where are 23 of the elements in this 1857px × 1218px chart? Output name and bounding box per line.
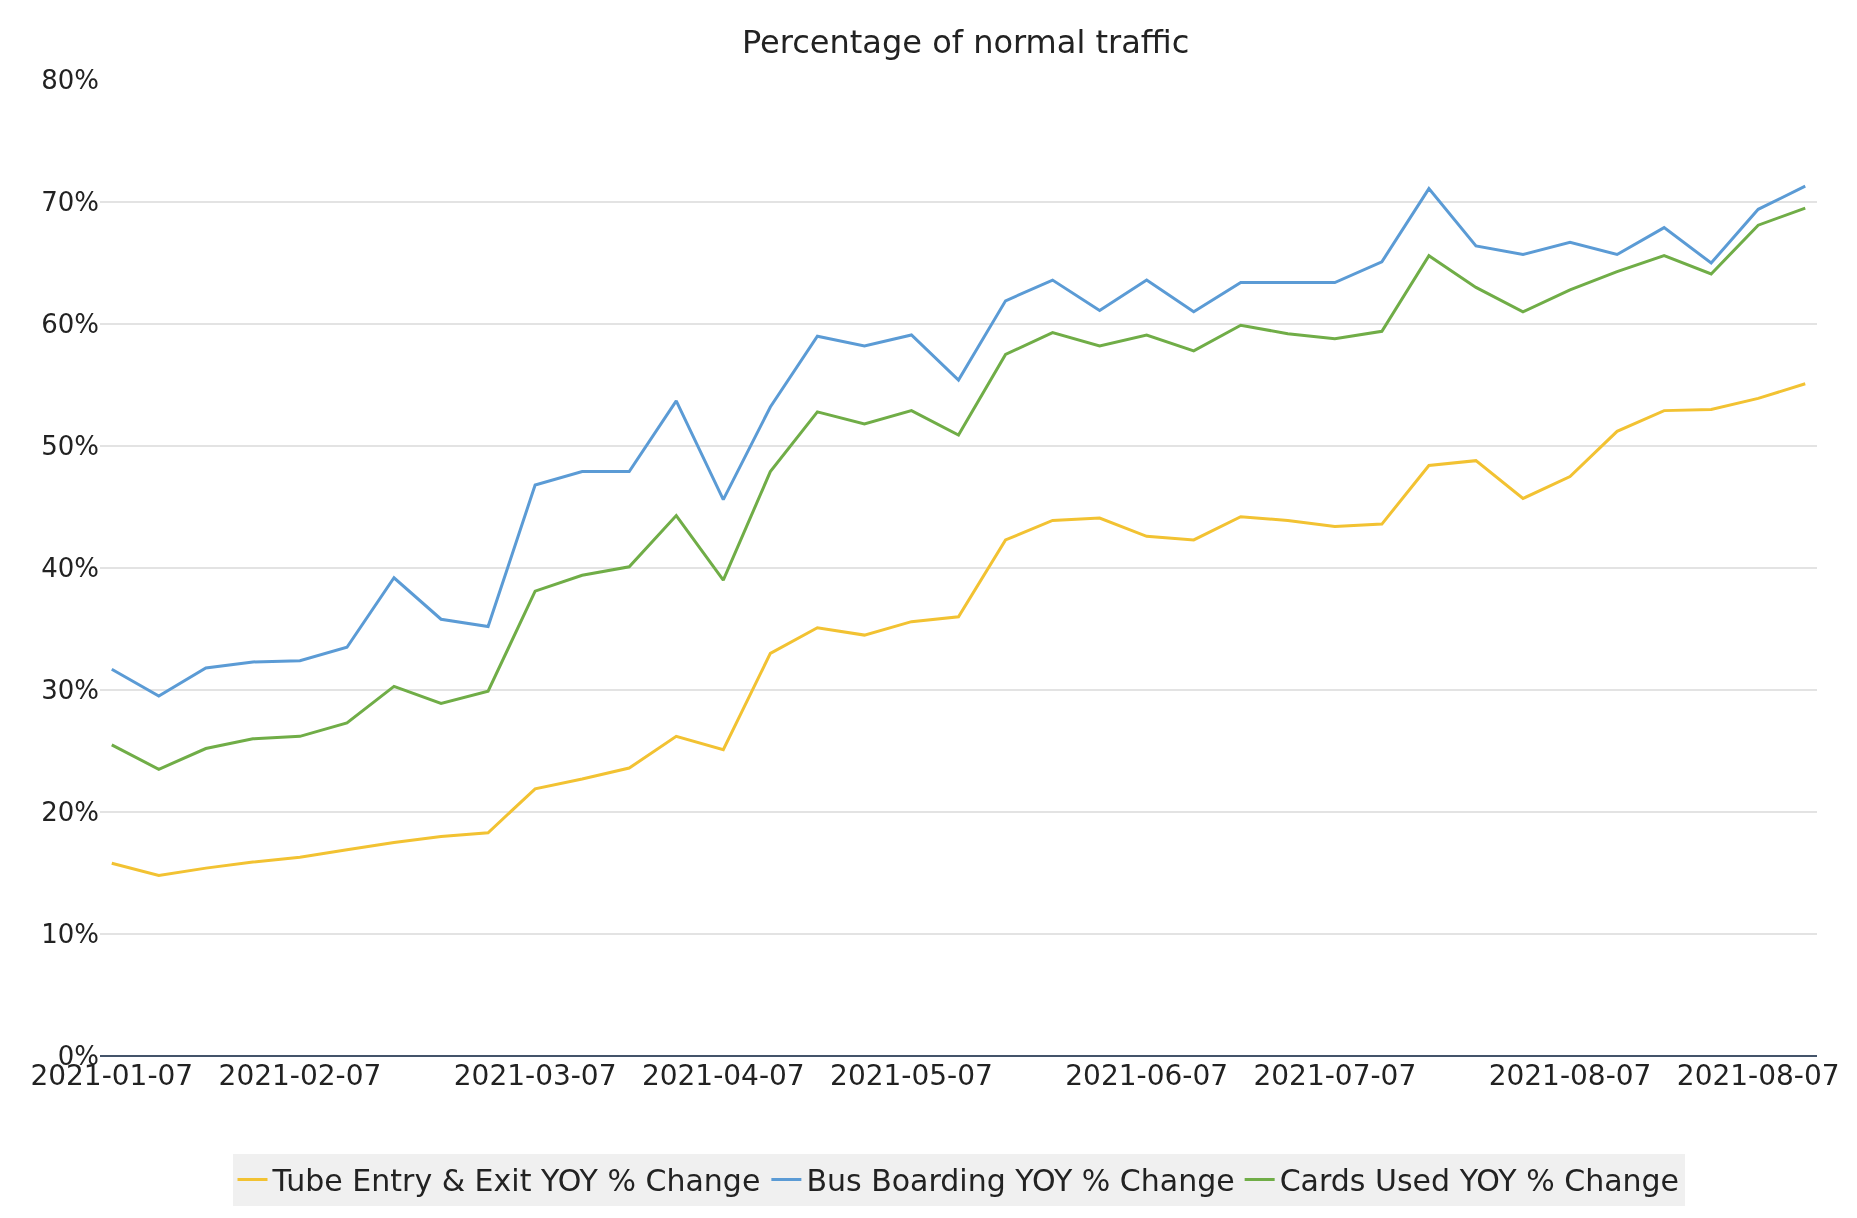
legend-label: Cards Used YOY % Change (1279, 1163, 1680, 1199)
legend-label: Bus Boarding YOY % Change (806, 1163, 1235, 1199)
x-tick-label: 2021-06-07 (1065, 1059, 1229, 1092)
x-tick-label: 2021-05-07 (830, 1059, 993, 1092)
y-tick-label: 40% (41, 553, 99, 584)
chart-title: Percentage of normal traffic (741, 22, 1190, 61)
y-tick-label: 10% (41, 919, 99, 950)
x-tick-label: 2021-02-07 (218, 1059, 382, 1092)
x-tick-label: 2021-08-07 (1488, 1059, 1652, 1092)
y-tick-label: 80% (41, 65, 99, 96)
line-series (110, 382, 1807, 877)
line-series (110, 184, 1807, 698)
y-tick-label: 70% (41, 187, 99, 218)
legend-label: Tube Entry & Exit YOY % Change (271, 1163, 761, 1199)
y-tick-label: 60% (41, 309, 99, 340)
line-series (110, 206, 1807, 771)
y-tick-label: 30% (41, 675, 99, 706)
x-tick-label: 2021-04-07 (641, 1059, 805, 1092)
x-tick-label: 2021-03-07 (453, 1059, 617, 1092)
y-tick-label: 20% (41, 797, 99, 828)
y-tick-label: 50% (41, 431, 99, 462)
x-tick-label: 2021-07-07 (1253, 1059, 1417, 1092)
x-tick-label: 2021-08-07 (1676, 1059, 1840, 1092)
